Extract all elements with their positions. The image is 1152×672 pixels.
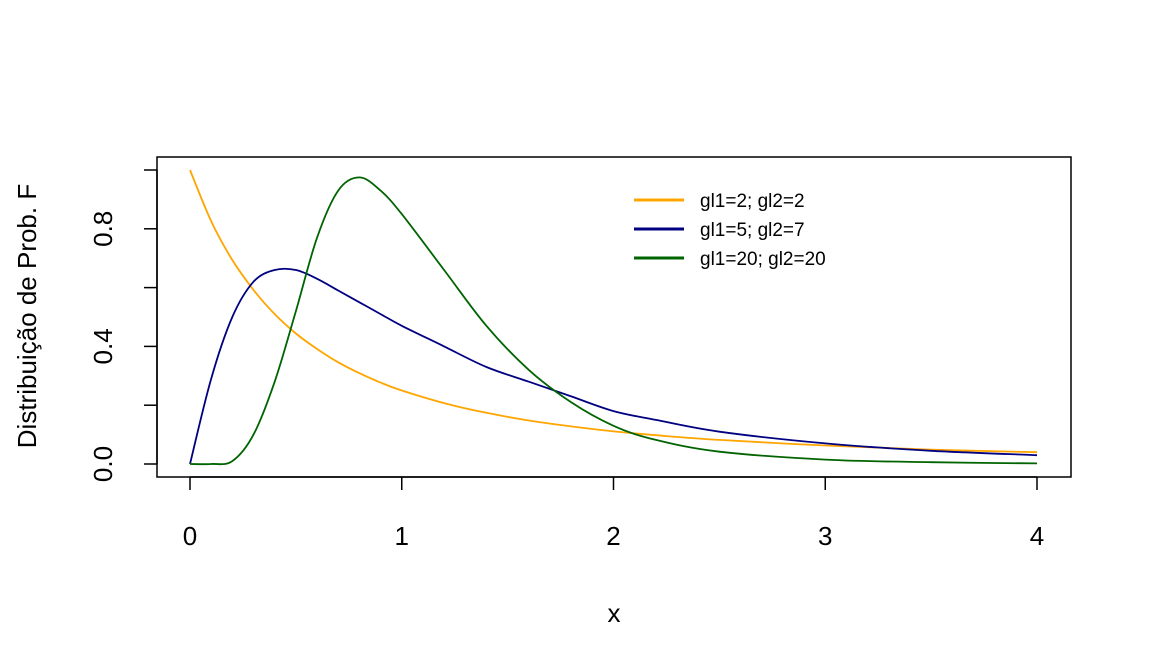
y-axis: 0.0 0.4 0.8 [88, 169, 158, 482]
x-tick-label: 1 [395, 521, 409, 551]
legend: gl1=2; gl2=2 gl1=5; gl2=7 gl1=20; gl2=20 [634, 191, 826, 270]
y-tick-label: 0.0 [88, 446, 118, 482]
x-tick-label: 2 [606, 521, 620, 551]
x-tick-label: 0 [183, 521, 197, 551]
series-line-2 [189, 267, 1038, 465]
x-tick-label: 4 [1030, 521, 1044, 551]
y-axis-title: Distribuição de Prob. F [12, 184, 42, 448]
series-line-1 [189, 169, 1038, 454]
series-line-3 [189, 176, 1038, 466]
x-tick-label: 3 [818, 521, 832, 551]
series-lines [189, 169, 1038, 466]
legend-label-1: gl1=2; gl2=2 [700, 191, 805, 212]
legend-label-3: gl1=20; gl2=20 [700, 249, 826, 270]
x-axis: 0 1 2 3 4 [183, 476, 1044, 551]
x-axis-title: x [608, 598, 621, 628]
legend-label-2: gl1=5; gl2=7 [700, 220, 805, 241]
y-tick-label: 0.4 [88, 328, 118, 364]
y-tick-label: 0.8 [88, 211, 118, 247]
